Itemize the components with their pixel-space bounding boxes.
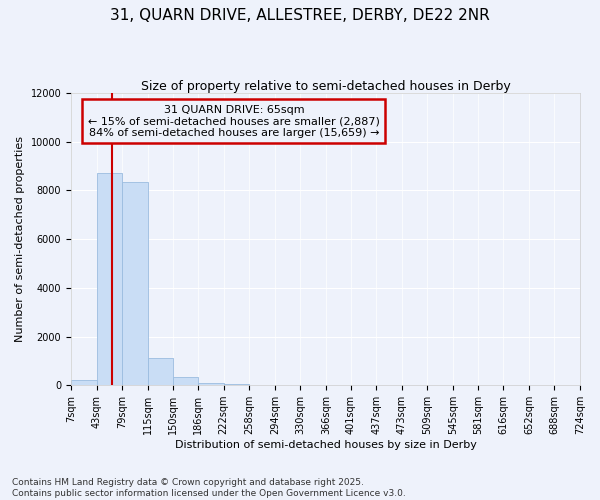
Text: 31 QUARN DRIVE: 65sqm
← 15% of semi-detached houses are smaller (2,887)
84% of s: 31 QUARN DRIVE: 65sqm ← 15% of semi-deta… — [88, 104, 380, 138]
Text: 31, QUARN DRIVE, ALLESTREE, DERBY, DE22 2NR: 31, QUARN DRIVE, ALLESTREE, DERBY, DE22 … — [110, 8, 490, 22]
Title: Size of property relative to semi-detached houses in Derby: Size of property relative to semi-detach… — [140, 80, 511, 93]
Text: Contains HM Land Registry data © Crown copyright and database right 2025.
Contai: Contains HM Land Registry data © Crown c… — [12, 478, 406, 498]
Y-axis label: Number of semi-detached properties: Number of semi-detached properties — [15, 136, 25, 342]
X-axis label: Distribution of semi-detached houses by size in Derby: Distribution of semi-detached houses by … — [175, 440, 476, 450]
Bar — [198, 383, 224, 385]
Bar — [122, 182, 148, 385]
Bar — [97, 174, 122, 385]
Bar — [71, 380, 97, 385]
Bar — [148, 358, 173, 385]
Bar — [173, 378, 198, 385]
Bar — [224, 384, 249, 385]
